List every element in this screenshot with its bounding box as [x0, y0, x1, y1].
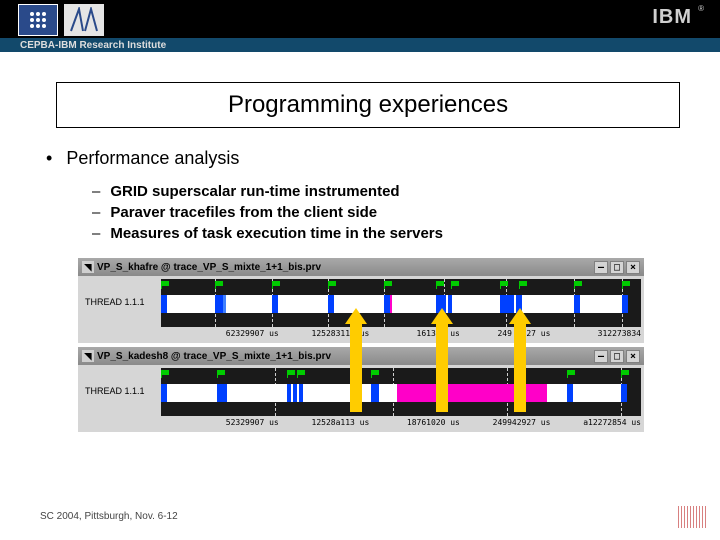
footer: SC 2004, Pittsburgh, Nov. 6-12 [40, 511, 178, 522]
secondary-logo [64, 4, 104, 36]
corner-decoration [674, 494, 708, 528]
bullet-main: Performance analysis [46, 148, 690, 169]
bullet-sub-1: Paraver tracefiles from the client side [92, 204, 690, 221]
registered-mark: ® [698, 4, 704, 13]
ibm-logo: IBM [652, 6, 692, 29]
header-subtitle: CEPBA-IBM Research Institute [20, 40, 166, 51]
arrows-overlay [78, 258, 644, 432]
content-area: Performance analysis GRID superscalar ru… [46, 148, 690, 242]
trace-area: ◥ VP_S_khafre @ trace_VP_S_mixte_1+1_bis… [78, 258, 644, 432]
bullet-sub-0: GRID superscalar run-time instrumented [92, 183, 690, 200]
slide-title: Programming experiences [56, 82, 680, 128]
bullet-sub-2: Measures of task execution time in the s… [92, 225, 690, 242]
upc-logo [18, 4, 58, 36]
header: IBM ® CEPBA-IBM Research Institute [0, 0, 720, 52]
